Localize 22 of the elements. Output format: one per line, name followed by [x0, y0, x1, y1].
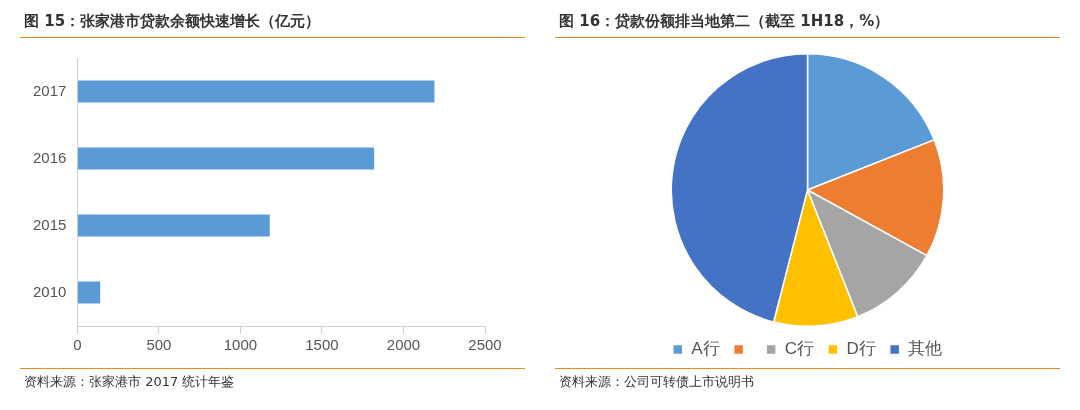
- legend-label: A行: [691, 339, 720, 359]
- x-tick-label: 2500: [468, 336, 502, 354]
- x-tick-label: 1500: [305, 336, 339, 354]
- chart-title: 图 15：张家港市贷款余额快速增长（亿元）: [20, 8, 525, 38]
- legend-label: D行: [846, 339, 876, 359]
- x-tick-label: 0: [73, 336, 82, 354]
- y-tick-label: 2016: [32, 148, 67, 166]
- x-tick-label: 1000: [223, 336, 258, 354]
- chart-title: 图 16：贷款份额排当地第二（截至 1H18，%）: [555, 8, 1060, 38]
- text: 资料来源：公司可转债上市说明书: [555, 368, 1060, 395]
- bar: [77, 281, 101, 304]
- bar: [77, 147, 375, 170]
- text: 资料来源：张家港市 2017 统计年鉴: [20, 368, 525, 395]
- y-tick-label: 2010: [32, 282, 67, 300]
- x-tick-label: 2000: [386, 336, 421, 354]
- y-tick-label: 2015: [32, 215, 67, 233]
- legend-label: C行: [784, 339, 814, 359]
- bar: [77, 80, 435, 103]
- bar: [77, 214, 270, 237]
- legend-label: 其他: [908, 339, 943, 359]
- x-tick-label: 500: [146, 336, 172, 354]
- y-tick-label: 2017: [32, 81, 67, 99]
